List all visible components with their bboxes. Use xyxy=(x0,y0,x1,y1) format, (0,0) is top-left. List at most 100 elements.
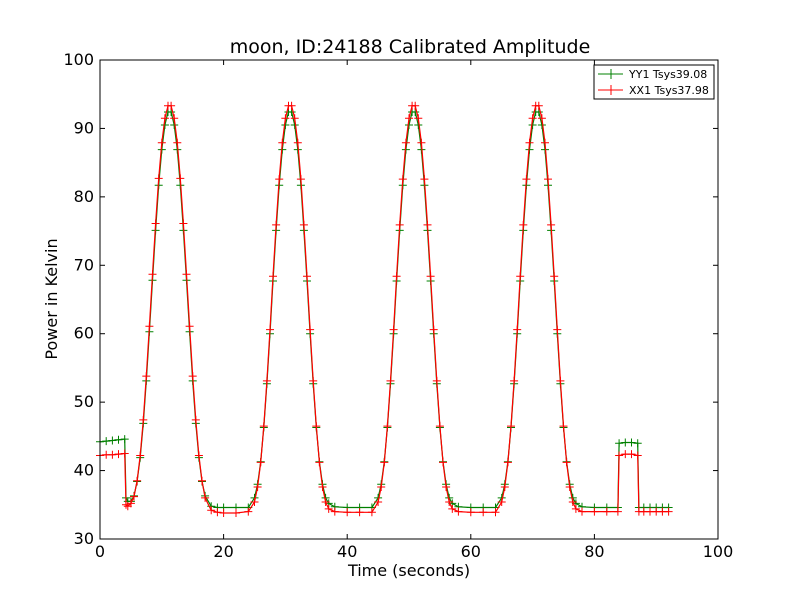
data-point-marker xyxy=(154,174,163,183)
data-point-marker xyxy=(120,449,129,458)
data-point-marker xyxy=(269,272,277,281)
series-line xyxy=(99,105,669,514)
data-point-marker xyxy=(633,451,642,460)
data-point-marker xyxy=(377,483,386,491)
y-tick-label: 60 xyxy=(74,324,94,343)
data-point-marker xyxy=(151,219,160,228)
data-point-marker xyxy=(312,422,321,431)
data-point-marker xyxy=(565,483,574,491)
data-point-marker xyxy=(318,483,327,491)
data-point-marker xyxy=(114,450,123,459)
data-point-marker xyxy=(423,220,432,229)
data-point-marker xyxy=(420,175,429,184)
data-point-marker xyxy=(293,138,302,147)
data-point-marker xyxy=(442,483,451,491)
data-point-marker xyxy=(122,500,130,509)
y-tick-label: 30 xyxy=(74,529,94,548)
data-point-marker xyxy=(330,507,339,516)
y-tick-label: 70 xyxy=(74,255,94,274)
data-point-marker xyxy=(613,507,622,516)
data-point-marker xyxy=(176,174,185,183)
data-point-marker xyxy=(426,272,435,281)
data-point-marker xyxy=(578,507,586,516)
data-point-marker xyxy=(309,376,318,385)
data-point-marker xyxy=(232,509,240,517)
x-axis-label: Time (seconds) xyxy=(347,561,470,580)
data-point-marker xyxy=(510,376,519,385)
chart-title: moon, ID:24188 Calibrated Amplitude xyxy=(230,36,591,58)
data-point-marker xyxy=(537,114,546,123)
data-point-marker xyxy=(544,175,552,184)
data-point-marker xyxy=(219,509,228,517)
data-point-marker xyxy=(556,376,565,385)
data-point-marker xyxy=(590,507,599,516)
data-point-marker xyxy=(299,220,308,229)
data-point-marker xyxy=(142,372,151,381)
legend-marker-xx1 xyxy=(606,85,616,95)
data-point-marker xyxy=(185,322,194,331)
x-tick-label: 80 xyxy=(584,542,604,561)
data-point-marker xyxy=(445,498,454,506)
data-point-marker xyxy=(167,101,176,110)
data-point-marker xyxy=(259,422,268,431)
data-point-marker xyxy=(136,451,145,460)
data-point-marker xyxy=(522,175,531,184)
data-point-marker xyxy=(194,451,203,460)
data-point-marker xyxy=(507,422,515,431)
y-tick-label: 50 xyxy=(74,392,94,411)
data-point-marker xyxy=(627,438,636,447)
data-point-marker xyxy=(405,114,413,123)
data-point-marker xyxy=(324,504,333,513)
data-point-marker xyxy=(126,499,135,508)
legend-marker-yy1 xyxy=(606,69,616,79)
plot-frame xyxy=(99,59,719,540)
data-point-marker xyxy=(664,507,673,516)
y-tick-label: 40 xyxy=(74,461,94,480)
data-point-marker xyxy=(414,114,423,123)
data-point-marker xyxy=(547,220,556,229)
data-point-marker xyxy=(367,508,376,517)
x-tick-label: 60 xyxy=(461,542,481,561)
data-point-marker xyxy=(568,498,577,506)
data-point-marker xyxy=(448,504,457,513)
data-point-marker xyxy=(139,415,148,424)
data-point-marker xyxy=(207,506,216,515)
data-point-marker xyxy=(571,504,580,513)
legend: YY1 Tsys39.08 XX1 Tsys37.98 xyxy=(593,64,715,100)
y-tick-label: 90 xyxy=(74,118,94,137)
y-tick-label: 80 xyxy=(74,187,94,206)
data-point-marker xyxy=(355,508,364,517)
data-point-marker xyxy=(173,138,182,147)
data-point-marker xyxy=(244,507,253,516)
data-point-marker xyxy=(491,508,500,517)
legend-label-xx1: XX1 Tsys37.98 xyxy=(629,84,709,97)
data-point-marker xyxy=(435,422,444,431)
data-point-marker xyxy=(108,450,117,459)
x-tick-label: 0 xyxy=(95,542,105,561)
data-point-marker xyxy=(278,138,287,147)
legend-box xyxy=(593,64,715,100)
data-point-marker xyxy=(321,498,330,506)
legend-label-yy1: YY1 Tsys39.08 xyxy=(628,68,707,81)
data-point-marker xyxy=(479,508,488,517)
data-point-marker xyxy=(343,508,352,517)
data-point-marker xyxy=(287,101,296,110)
data-point-marker xyxy=(160,114,169,123)
data-point-marker xyxy=(182,270,191,279)
data-point-marker xyxy=(525,138,534,147)
data-point-marker xyxy=(401,138,410,147)
data-point-marker xyxy=(170,114,179,123)
data-point-marker xyxy=(627,450,636,459)
data-point-marker xyxy=(383,422,392,431)
data-point-marker xyxy=(114,435,123,444)
data-point-marker xyxy=(615,439,624,448)
data-point-marker xyxy=(275,175,284,184)
data-point-marker xyxy=(534,101,543,110)
data-point-marker xyxy=(500,483,509,491)
data-point-marker xyxy=(395,220,404,229)
data-point-marker xyxy=(398,175,407,184)
data-point-marker xyxy=(559,422,568,431)
data-point-marker xyxy=(497,498,506,506)
